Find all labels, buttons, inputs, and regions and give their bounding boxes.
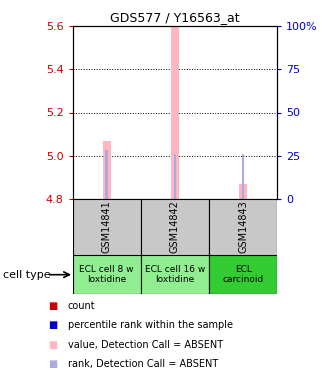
Bar xyxy=(209,199,277,255)
Text: percentile rank within the sample: percentile rank within the sample xyxy=(68,320,233,330)
Text: ■: ■ xyxy=(48,340,57,350)
Bar xyxy=(141,255,209,294)
Text: ■: ■ xyxy=(48,301,57,310)
Bar xyxy=(242,154,245,199)
Text: ■: ■ xyxy=(48,320,57,330)
Bar xyxy=(141,199,209,255)
Bar xyxy=(174,154,176,199)
Title: GDS577 / Y16563_at: GDS577 / Y16563_at xyxy=(110,11,240,24)
Text: ECL
carcinoid: ECL carcinoid xyxy=(222,265,264,284)
Bar xyxy=(171,26,179,199)
Bar xyxy=(105,150,108,199)
Text: GSM14841: GSM14841 xyxy=(102,201,112,253)
Bar xyxy=(73,255,141,294)
Text: GSM14842: GSM14842 xyxy=(170,200,180,254)
Bar xyxy=(73,199,141,255)
Text: cell type: cell type xyxy=(3,270,51,280)
Bar xyxy=(209,255,277,294)
Text: ECL cell 8 w
loxtidine: ECL cell 8 w loxtidine xyxy=(80,265,134,284)
Bar xyxy=(239,184,247,199)
Text: count: count xyxy=(68,301,95,310)
Bar xyxy=(103,141,111,199)
Text: rank, Detection Call = ABSENT: rank, Detection Call = ABSENT xyxy=(68,359,218,369)
Text: GSM14843: GSM14843 xyxy=(238,201,248,253)
Text: ECL cell 16 w
loxtidine: ECL cell 16 w loxtidine xyxy=(145,265,205,284)
Text: value, Detection Call = ABSENT: value, Detection Call = ABSENT xyxy=(68,340,223,350)
Text: ■: ■ xyxy=(48,359,57,369)
